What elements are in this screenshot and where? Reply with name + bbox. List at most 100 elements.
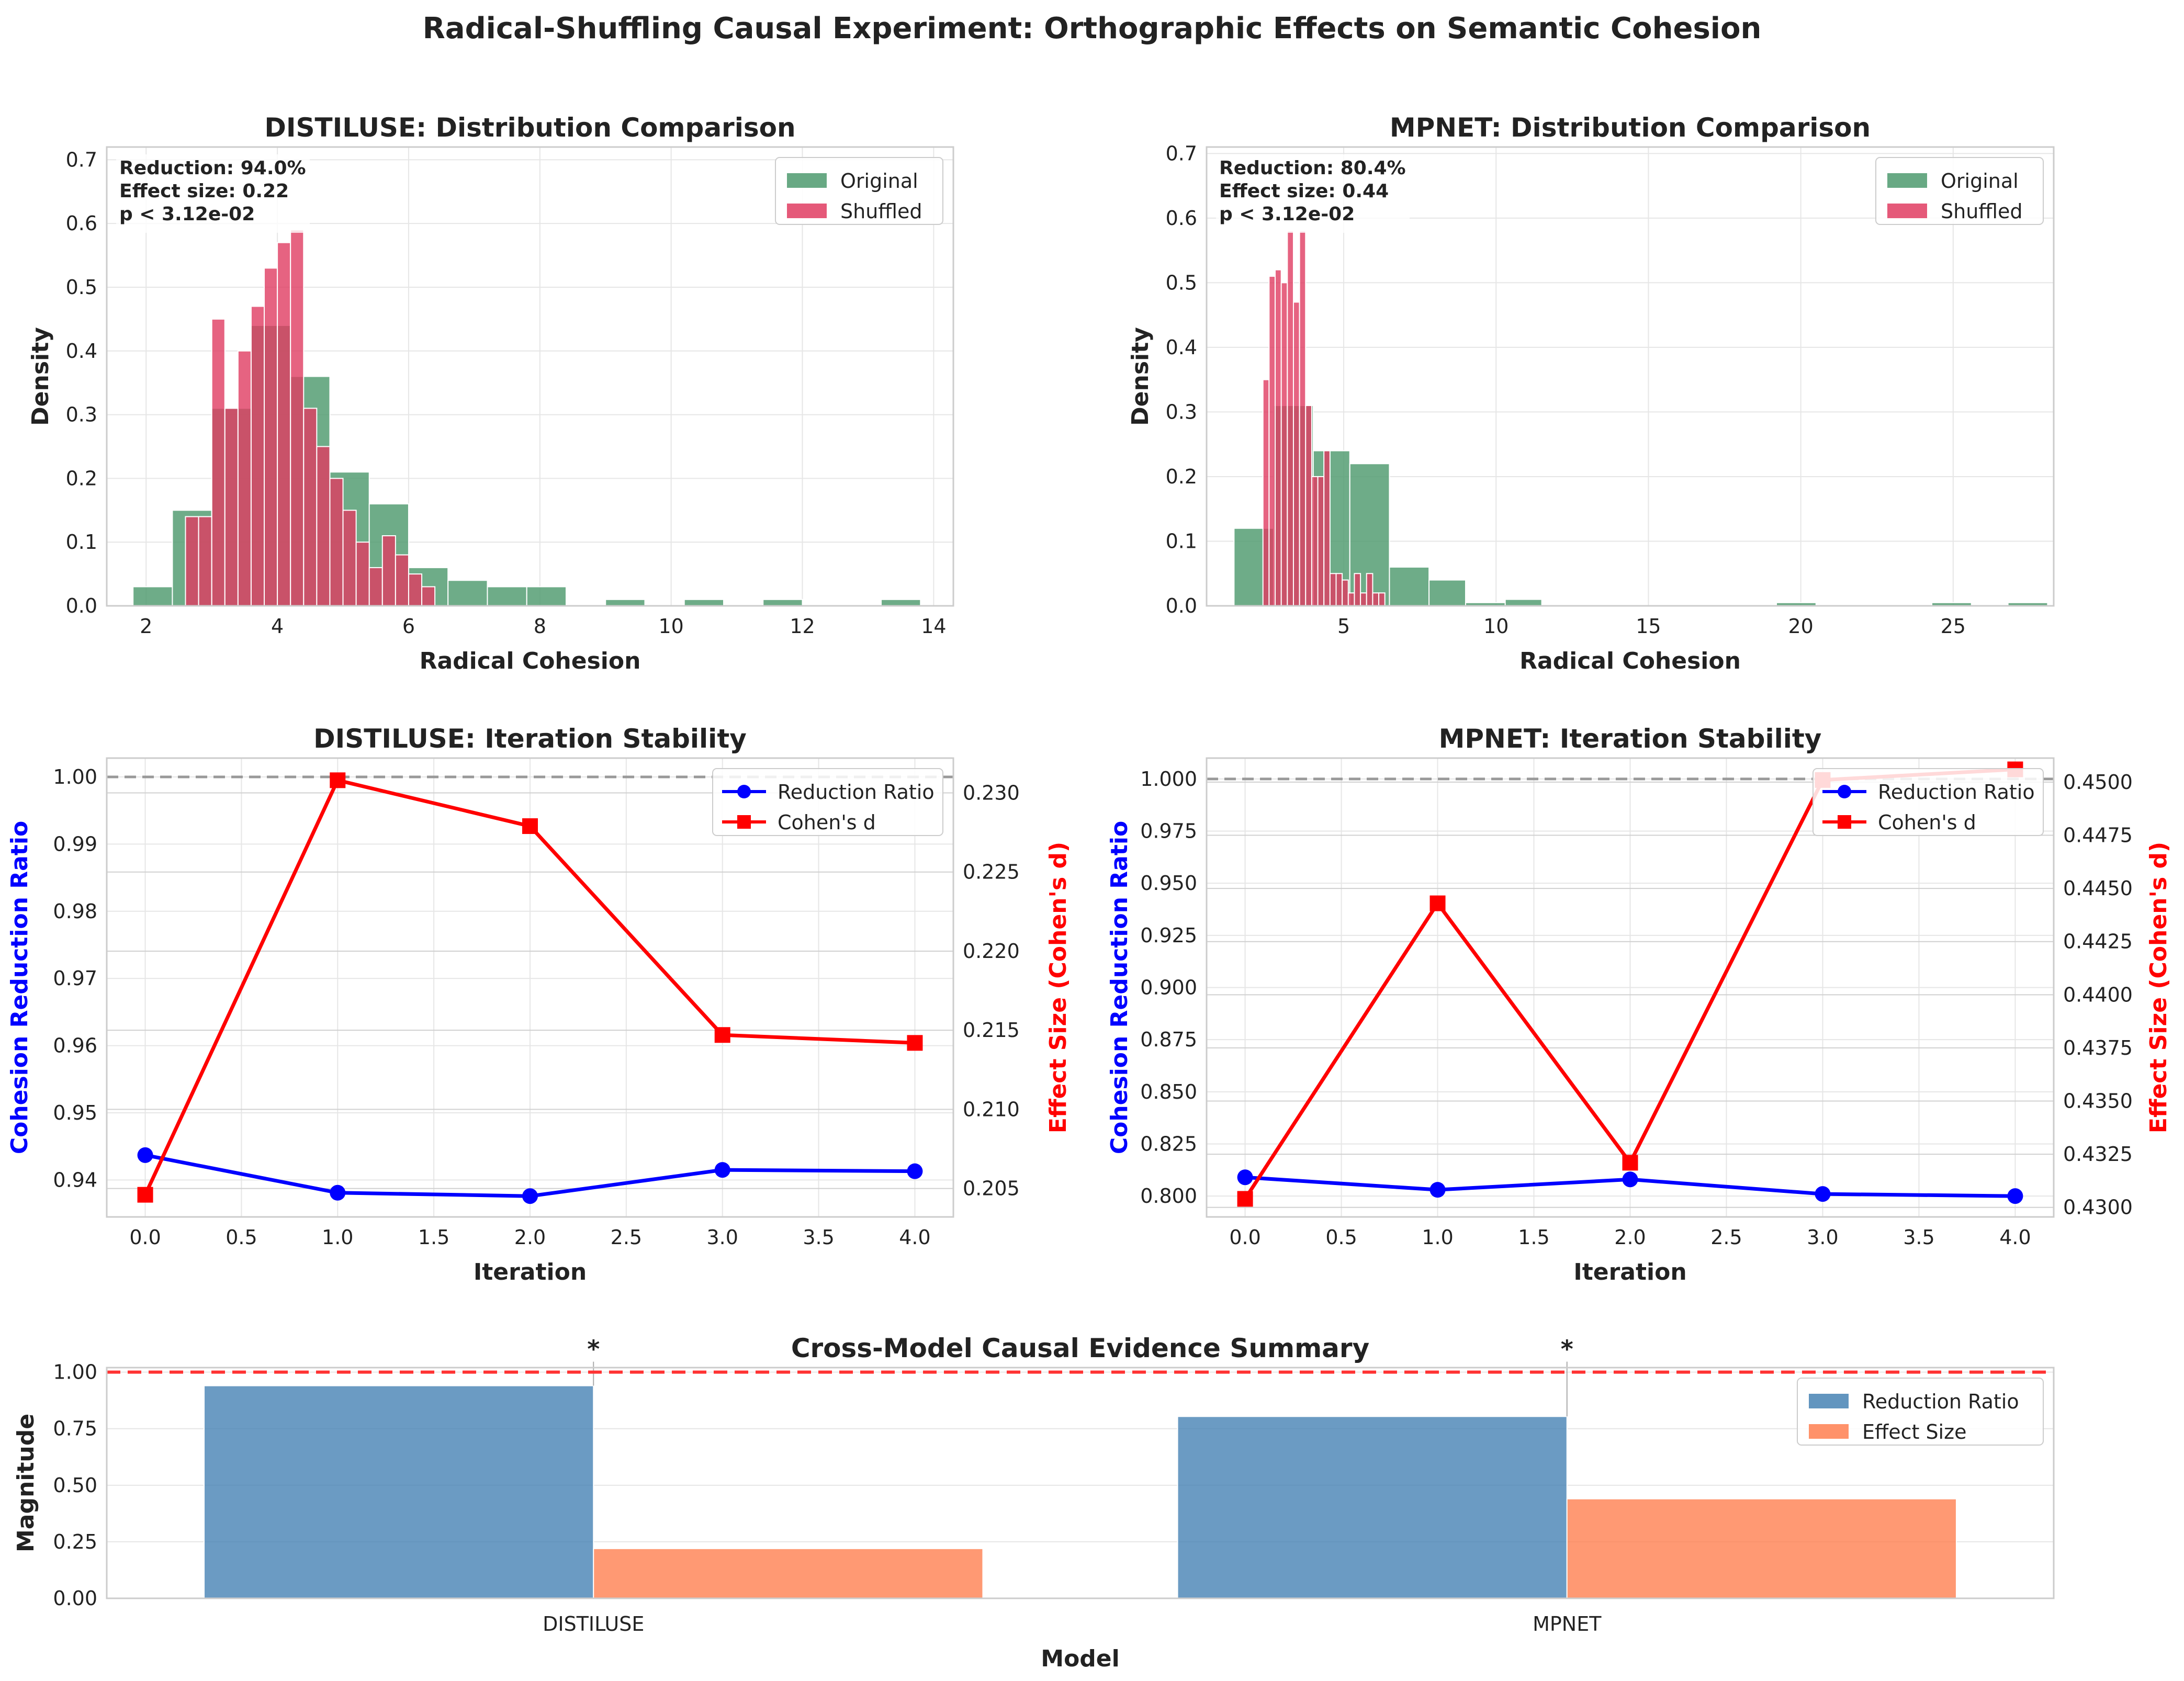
distiluse_stability-xtick-label: 0.0 [129,1226,161,1249]
mpnet_stability-ytick-label: 0.875 [1140,1028,1197,1051]
distiluse_hist-annotation-box [116,154,310,233]
distiluse_stability-xtick-label: 2.0 [514,1226,546,1249]
distiluse_hist-bar-shuffled [198,516,212,606]
distiluse_hist-bar-shuffled [264,267,278,606]
mpnet_stability-title: MPNET: Iteration Stability [1439,724,1822,754]
mpnet_hist-ytick-label: 0.0 [1166,594,1197,617]
distiluse_hist-xtick-label: 8 [534,615,546,638]
mpnet_stability-xtick-label: 1.0 [1422,1226,1453,1249]
mpnet_stability-xtick-label: 2.0 [1614,1226,1646,1249]
distiluse_hist-bar-shuffled [277,242,291,607]
mpnet_hist-bar-shuffled [1378,592,1386,607]
distiluse_stability-point-cohens [137,1187,153,1203]
distiluse_hist-bar-shuffled [224,408,239,606]
mpnet_hist-xtick-label: 20 [1788,615,1813,638]
distiluse_stability-ytick-label: 0.99 [53,832,97,855]
distiluse_stability-ytick-label: 1.00 [53,765,97,788]
mpnet_hist-bar-shuffled [1287,230,1294,606]
mpnet_stability-ytick-label-right: 0.4375 [2063,1036,2133,1059]
distiluse_hist-bar-shuffled [303,408,318,606]
distiluse_stability-ylabel: Cohesion Reduction Ratio [6,821,33,1154]
distiluse_hist-xtick-label: 6 [402,615,415,638]
mpnet_hist-bar-shuffled [1280,282,1288,606]
mpnet_stability-xtick-label: 2.5 [1710,1226,1742,1249]
mpnet_stability-point-reduction [1429,1182,1446,1198]
mpnet_hist-bar-shuffled [1360,592,1367,607]
mpnet_stability-point-reduction [1622,1171,1638,1188]
distiluse_hist-bar-original [526,586,567,607]
mpnet_hist-annotation-box [1216,154,1410,233]
mpnet_hist-bar-original [1504,599,1543,606]
distiluse_hist-title: DISTILUSE: Distribution Comparison [264,112,795,143]
mpnet_hist-bar-shuffled [1354,573,1361,606]
distiluse_hist-bar-shuffled [381,535,396,607]
distiluse_hist-bar-shuffled [355,541,370,607]
distiluse_stability-legend-marker [737,785,751,798]
cross_model_summary-ytick-label: 0.00 [53,1587,97,1610]
mpnet_hist-xtick-label: 5 [1337,615,1350,638]
mpnet_stability-ytick-label-right: 0.4300 [2063,1196,2133,1219]
mpnet_hist-bar-shuffled [1342,579,1349,607]
distiluse_hist-xtick-label: 2 [140,615,152,638]
mpnet_hist-ytick-label: 0.1 [1166,529,1197,552]
cross_model_summary-frame [106,1367,2055,1599]
distiluse_stability-ytick-label-right: 0.210 [963,1098,1020,1121]
cross_model_summary-legend-swatch [1809,1424,1849,1439]
mpnet_hist-bar-shuffled [1311,476,1319,607]
distiluse_hist-annotation-line: p < 3.12e-02 [119,204,255,225]
mpnet_hist-bar-original [1389,566,1430,607]
distiluse_stability-title: DISTILUSE: Iteration Stability [313,724,747,754]
distiluse_stability-ytick-label-right: 0.215 [963,1019,1020,1042]
mpnet_hist-bar-shuffled [1347,592,1355,607]
distiluse_hist-bar-shuffled [368,567,383,606]
mpnet_hist-ytick-label: 0.7 [1166,142,1197,165]
distiluse_stability-frame [106,757,954,1218]
mpnet_stability-ytick-label: 0.825 [1140,1132,1197,1155]
mpnet_stability-ytick-label-right: 0.4350 [2063,1090,2133,1113]
distiluse_hist-bar-original [487,586,527,607]
mpnet_stability-legend [1813,768,2044,836]
cross_model_summary-ytick-label: 1.00 [53,1361,97,1384]
cross_model_summary-bar-effect [1566,1498,1957,1599]
distiluse_hist-legend-label: Shuffled [840,200,922,223]
distiluse_hist-panel: 2 4 6 8 10 12 14 0.0 0.1 0.2 0.3 0.4 0.5 0.6 0.7 DISTIL… [27,112,954,674]
distiluse_hist-ytick-label: 0.0 [66,594,97,617]
distiluse_stability-legend-label: Cohen's d [778,811,876,834]
mpnet_stability-xtick-label: 0.0 [1229,1226,1260,1249]
distiluse_hist-ytick-label: 0.5 [66,276,97,299]
mpnet_stability-panel: 0.0 0.5 1.0 1.5 2.0 2.5 3.0 3.5 4.0 0.800 0.825 0.8… [1106,724,2172,1285]
mpnet_stability-ytick-label-right: 0.4500 [2063,771,2133,794]
mpnet_hist-bar-shuffled [1366,573,1374,606]
distiluse_hist-ytick-label: 0.2 [66,467,97,490]
distiluse_stability-ytick-label: 0.97 [53,967,97,990]
distiluse_hist-annotation-line: Reduction: 94.0% [119,157,306,179]
mpnet_hist-ytick-label: 0.3 [1166,400,1197,423]
distiluse_hist-bar-shuffled [185,516,199,606]
mpnet_stability-ytick-label-right: 0.4400 [2063,983,2133,1006]
distiluse_hist-xtick-label: 4 [271,615,284,638]
distiluse_hist-bar-original [881,599,921,607]
distiluse_stability-xtick-label: 1.5 [418,1226,449,1249]
distiluse_hist-ytick-label: 0.7 [66,148,97,171]
distiluse_hist-bar-shuffled [342,510,357,607]
distiluse_hist-ytick-label: 0.6 [66,212,97,235]
mpnet_hist-xtick-label: 25 [1941,615,1966,638]
mpnet_stability-legend-marker [1838,815,1851,829]
mpnet_hist-legend-label: Shuffled [1941,200,2023,223]
mpnet_hist-bar-shuffled [1335,573,1343,606]
distiluse_hist-bar-original [683,599,725,607]
distiluse_hist-xtick-label: 10 [658,615,683,638]
mpnet_stability-ytick-label: 0.975 [1140,820,1197,843]
cross_model_summary-ylabel: Magnitude [13,1414,39,1552]
distiluse_stability-point-reduction [330,1184,346,1201]
cross_model_summary-bar-effect [593,1548,984,1599]
mpnet_stability-xtick-label: 0.5 [1325,1226,1357,1249]
distiluse_stability-ytick-label-right: 0.220 [963,940,1020,963]
mpnet_hist-bar-shuffled [1329,573,1337,606]
distiluse_stability-legend-marker [737,815,751,829]
cross_model_summary-bar-reduction [1177,1416,1568,1599]
distiluse_hist-bar-shuffled [316,446,331,606]
distiluse_stability-ytick-label: 0.96 [53,1034,97,1057]
distiluse_stability-point-reduction [522,1188,538,1204]
